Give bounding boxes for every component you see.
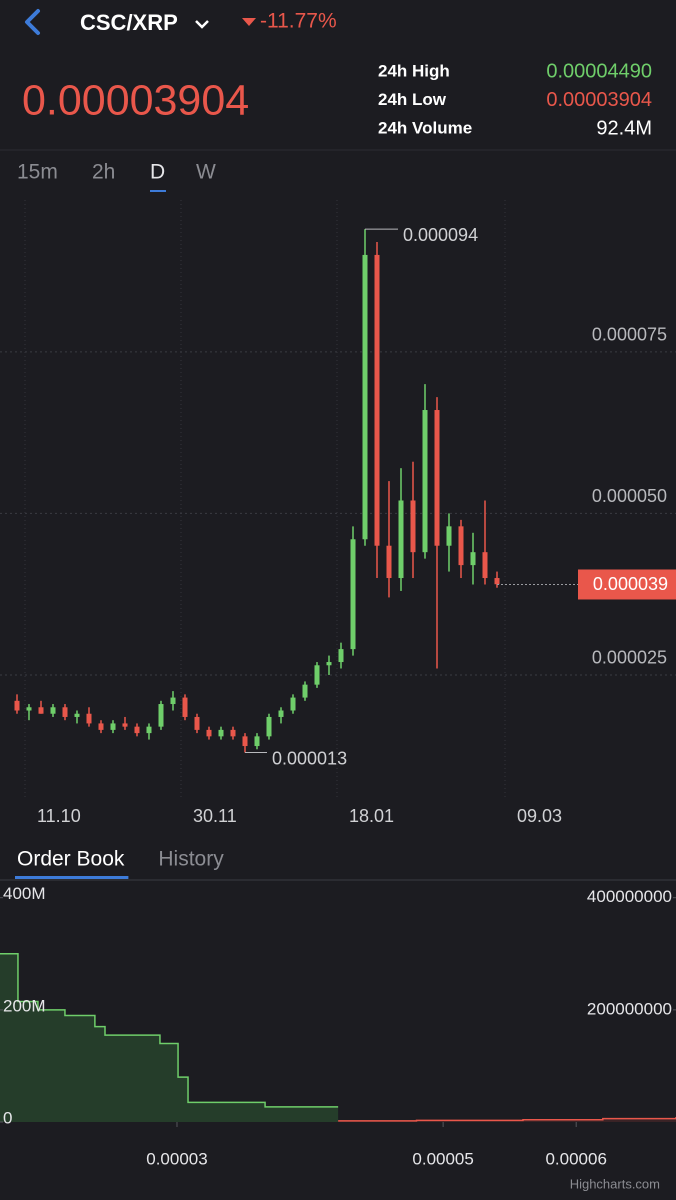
- candle-body: [26, 707, 32, 711]
- interval-tab[interactable]: 15m: [17, 161, 58, 184]
- candle-body: [182, 697, 188, 717]
- candle-body: [194, 716, 200, 730]
- candle-body: [230, 729, 236, 737]
- last-price: 0.00003904: [22, 76, 249, 124]
- x-tick-label: 09.03: [517, 806, 562, 826]
- credit[interactable]: Highcharts.com: [570, 1176, 660, 1191]
- change-arrow: [242, 18, 256, 26]
- stat-label: 24h Volume: [378, 118, 472, 137]
- depth-line: [338, 1116, 676, 1122]
- candle-body: [326, 662, 332, 666]
- y-tick-label: 0.000025: [592, 648, 667, 668]
- candle-body: [50, 707, 56, 714]
- x-tick-label: 0.00005: [412, 1149, 473, 1168]
- stat-label: 24h High: [378, 61, 450, 80]
- candle-body: [98, 723, 104, 730]
- candle-body: [158, 704, 164, 727]
- last-price-label: 0.000039: [593, 574, 668, 594]
- depth-area-fill: [0, 953, 339, 1122]
- interval-tabs: 15m 2h D W: [17, 161, 216, 192]
- y-tick-label: 0: [3, 1108, 12, 1127]
- candle-body: [398, 500, 404, 579]
- candle-body: [266, 716, 272, 737]
- candle-body: [410, 500, 416, 553]
- candle-body: [122, 723, 128, 727]
- tab[interactable]: Order Book: [17, 848, 125, 871]
- x-tick-label: 18.01: [349, 806, 394, 826]
- y2-tick-label: 200000000: [587, 999, 672, 1018]
- candle-body: [110, 723, 116, 730]
- interval-tab[interactable]: 2h: [92, 161, 115, 184]
- interval-tab[interactable]: W: [196, 161, 216, 184]
- change-percent: -11.77%: [260, 10, 337, 33]
- pair-name[interactable]: CSC/XRP: [80, 10, 178, 35]
- candle-body: [350, 539, 356, 650]
- candle-body: [38, 707, 44, 714]
- y-tick-label: 0.000075: [592, 325, 667, 345]
- candle-body: [422, 410, 428, 553]
- stat-value: 0.00004490: [546, 60, 652, 82]
- active-indicator: [150, 190, 166, 192]
- candle-body: [494, 578, 500, 585]
- candle-body: [74, 713, 80, 717]
- candle-body: [290, 697, 296, 711]
- x-tick-label: 0.00006: [545, 1149, 606, 1168]
- candle-body: [278, 710, 284, 717]
- stats: 24h High 0.00004490 24h Low 0.00003904 24h V…: [378, 60, 652, 139]
- annotation-label: 0.000094: [403, 225, 478, 245]
- y-tick-label: 0.000050: [592, 486, 667, 506]
- candle-body: [134, 726, 140, 734]
- stat-value: 0.00003904: [546, 89, 652, 111]
- depth-line: [0, 953, 339, 1108]
- last-price-tag: [578, 569, 676, 600]
- bottom-tabs: Order Book History: [15, 848, 224, 879]
- candle-body: [170, 697, 176, 705]
- candle-body: [362, 254, 368, 540]
- candle-body: [14, 700, 20, 711]
- y-tick-label: 200M: [3, 996, 46, 1015]
- tab[interactable]: History: [158, 848, 224, 871]
- candle-body: [86, 713, 92, 724]
- y-tick-label: 400M: [3, 884, 46, 903]
- x-tick-label: 0.00003: [146, 1149, 207, 1168]
- x-tick-label: 30.11: [193, 806, 237, 826]
- interval-tab[interactable]: D: [150, 161, 165, 184]
- stat-label: 24h Low: [378, 90, 447, 109]
- candle-body: [446, 526, 452, 546]
- stat-value: 92.4M: [596, 117, 652, 139]
- candle-body: [470, 552, 476, 566]
- candle-body: [482, 552, 488, 579]
- x-tick-label: 11.10: [37, 806, 81, 826]
- candle-body: [302, 684, 308, 698]
- candle-body: [218, 729, 224, 737]
- candle-body: [146, 726, 152, 734]
- annotation-label: 0.000013: [272, 748, 347, 768]
- price-chart: 0.000025 0.000050 0.000075 11.10 30.11 18.01 0…: [0, 200, 676, 826]
- candle-body: [386, 545, 392, 579]
- back-button[interactable]: [25, 9, 40, 35]
- candle-body: [206, 729, 212, 737]
- candle-body: [254, 736, 260, 747]
- candle-body: [458, 526, 464, 566]
- candle-body: [242, 736, 248, 747]
- candle-body: [434, 410, 440, 546]
- candle-body: [314, 665, 320, 685]
- active-indicator: [15, 876, 129, 879]
- pair-dropdown[interactable]: [195, 20, 209, 29]
- depth-chart: 0 200M 400M 200000000 400000000 0.00003 0.0000…: [0, 884, 676, 1168]
- candle-body: [374, 254, 380, 546]
- candle-body: [62, 707, 68, 717]
- candle-body: [338, 649, 344, 663]
- y2-tick-label: 400000000: [587, 887, 672, 906]
